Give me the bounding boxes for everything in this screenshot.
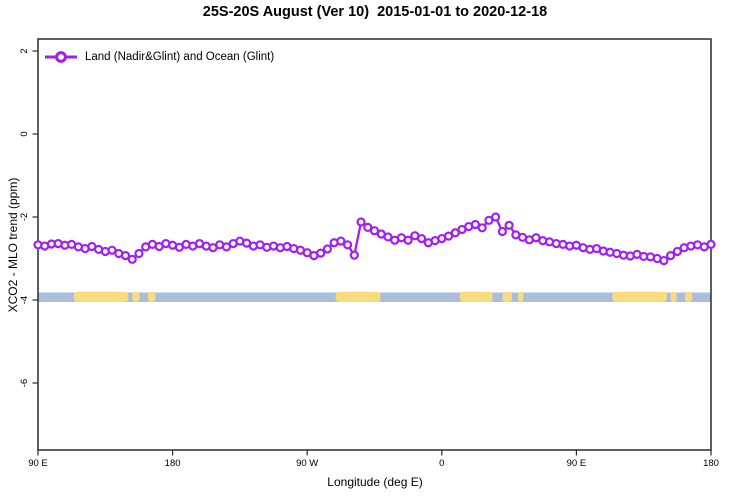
data-point (221, 242, 232, 252)
data-point (316, 248, 326, 258)
data-point (504, 220, 514, 230)
data-point (497, 226, 507, 237)
data-point (484, 215, 494, 225)
data-point (477, 223, 487, 233)
data-point (322, 244, 332, 254)
y-tick-label: 2 (19, 48, 30, 53)
x-tick-label: 90 W (296, 458, 318, 469)
land-patch (459, 291, 493, 302)
data-point (672, 246, 682, 257)
legend-marker-icon (45, 51, 77, 63)
data-point (349, 250, 359, 260)
land-patch (502, 291, 513, 302)
data-point (383, 232, 393, 242)
data-point (403, 235, 413, 245)
data-point (706, 239, 716, 249)
x-axis-title: Longitude (deg E) (327, 475, 423, 489)
y-tick-label: -4 (19, 296, 30, 304)
y-tick-label: -2 (19, 213, 30, 221)
land-patch (612, 291, 667, 302)
data-point (342, 240, 353, 250)
data-point (450, 228, 460, 238)
land-patch (73, 291, 129, 302)
land-patch (684, 291, 693, 302)
data-point (356, 217, 366, 227)
data-point (417, 233, 427, 244)
land-patch (670, 291, 677, 302)
data-point (134, 248, 144, 259)
data-point (120, 250, 131, 261)
data-point (659, 255, 669, 266)
data-point (107, 245, 117, 255)
data-point (443, 231, 454, 241)
x-tick-label: 180 (165, 458, 181, 469)
land-patch (518, 291, 524, 302)
x-tick-label: 180 (703, 458, 719, 469)
y-tick-label: -6 (19, 379, 30, 387)
x-tick-label: 90 E (567, 458, 587, 469)
y-axis-title: XCO2 - MLO trend (ppm) (6, 177, 20, 313)
data-point (491, 212, 501, 222)
chart-title: 25S-20S August (Ver 10) 2015-01-01 to 20… (202, 4, 548, 20)
plot-box (37, 38, 712, 451)
land-patch (335, 291, 381, 302)
data-point (369, 226, 380, 236)
land-patch (147, 291, 156, 302)
data-point (336, 236, 346, 246)
data-point (666, 250, 676, 261)
data-point (363, 222, 373, 232)
land-patch (132, 291, 140, 302)
x-tick-label: 90 E (28, 458, 48, 469)
y-tick-label: 0 (19, 131, 30, 136)
data-point (127, 254, 137, 264)
legend-label: Land (Nadir&Glint) and Ocean (Glint) (85, 51, 275, 63)
legend: Land (Nadir&Glint) and Ocean (Glint) (44, 49, 274, 65)
data-point (470, 219, 481, 230)
x-tick-label: 0 (439, 458, 444, 469)
